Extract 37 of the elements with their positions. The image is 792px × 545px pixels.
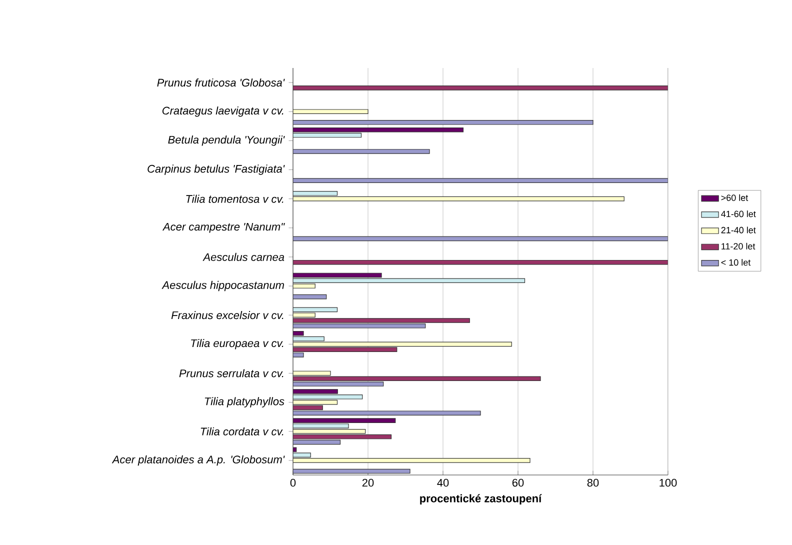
y-tick-label: Aesculus hippocastanum: [162, 280, 284, 292]
legend-label: 41-60 let: [721, 210, 756, 218]
bar: [293, 294, 327, 300]
bar: [293, 468, 410, 474]
x-tick-label: 60: [512, 478, 524, 487]
y-tick-label: Crataegus laevigata v cv.: [162, 106, 284, 117]
y-tick-label: Tilia tomentosa v cv.: [186, 194, 284, 203]
y-tick-label: Carpinus betulus 'Fastigiata': [148, 164, 285, 175]
legend-label: >60 let: [721, 194, 748, 201]
x-tick-label: 40: [437, 478, 449, 487]
x-tick-label: 80: [587, 478, 599, 487]
bar: [293, 284, 316, 288]
x-tick-label: 100: [660, 478, 677, 487]
x-tick-label: 20: [362, 478, 374, 487]
y-tick-label: Aesculus carnea: [202, 252, 284, 261]
bar: [293, 86, 668, 90]
legend-label: 11-20 let: [722, 242, 756, 250]
y-tick-label: Acer platanoides a A.p. 'Globosum': [112, 455, 285, 466]
bar: [293, 120, 594, 125]
bar: [293, 389, 338, 394]
bar: [293, 260, 668, 265]
bar: [293, 149, 430, 154]
bar: [293, 424, 349, 428]
x-axis-title: procentické zastoupení: [420, 494, 542, 505]
bar: [293, 236, 668, 242]
legend-label: 21-40 let: [721, 226, 756, 234]
y-tick-label: Prunus fruticosa 'Globosa': [157, 78, 285, 87]
x-tick-label: 0: [290, 478, 296, 487]
y-tick-label: Tilia platyphyllos: [204, 397, 284, 408]
legend-label: < 10 let: [721, 259, 751, 266]
y-tick-label: Betula pendula 'Youngii': [168, 136, 285, 146]
bar: [293, 178, 668, 183]
y-tick-label: Acer campestre 'Nanum": [162, 222, 285, 233]
y-tick-label: Fraxinus excelsior v cv.: [171, 311, 284, 320]
y-tick-label: Tilia europaea v cv.: [191, 339, 284, 350]
y-tick-label: Tilia cordata v cv.: [200, 427, 284, 436]
y-tick-label: Prunus serrulata v cv.: [179, 369, 284, 378]
